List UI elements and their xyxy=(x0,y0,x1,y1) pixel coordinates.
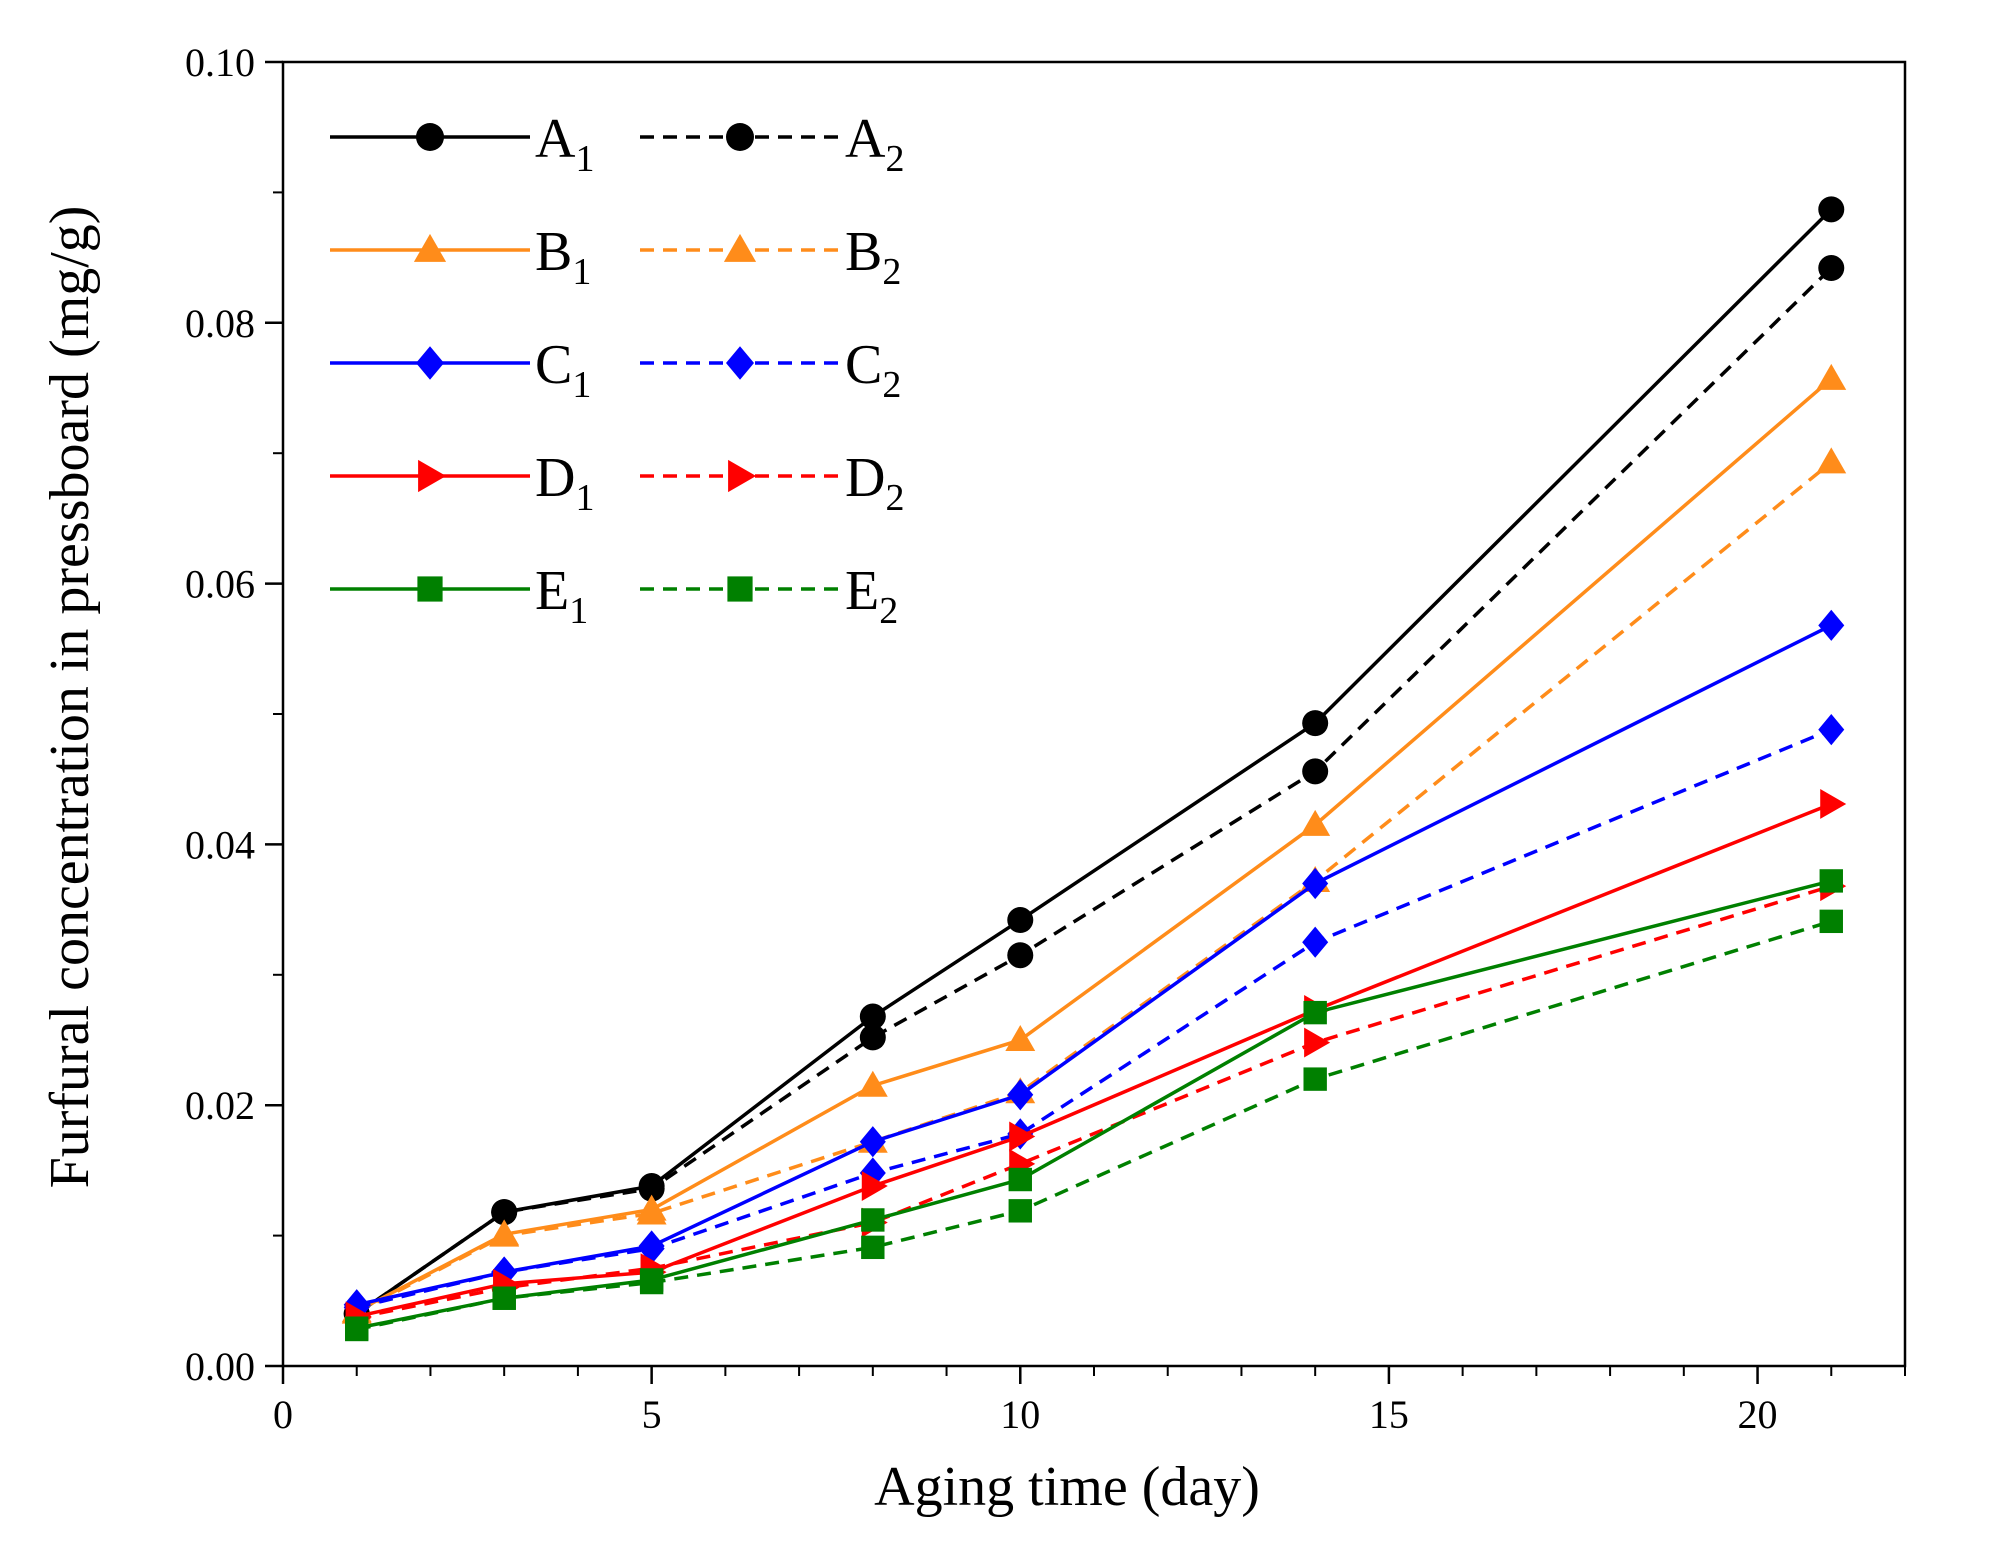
point-marker-square xyxy=(1303,1000,1327,1025)
legend-item-e1: E1 xyxy=(330,560,588,632)
point-marker-triangle xyxy=(1816,363,1847,390)
x-axis-title: Aging time (day) xyxy=(874,1456,1260,1518)
series-line-e2 xyxy=(356,919,1832,1332)
point-marker-triangle xyxy=(489,1220,520,1247)
point-marker-diamond xyxy=(1818,714,1845,746)
legend-item-a1: A1 xyxy=(330,108,594,180)
legend-label-b2: B2 xyxy=(845,221,901,293)
legend-item-a2: A2 xyxy=(640,108,904,180)
point-marker-triangle-right xyxy=(418,459,447,493)
series-line-d1 xyxy=(356,802,1832,1319)
legend-item-e2: E2 xyxy=(640,560,898,632)
series-line-d2 xyxy=(356,884,1832,1320)
y-tick-label: 0.10 xyxy=(185,40,255,85)
point-marker-triangle xyxy=(1300,809,1331,836)
point-marker-square xyxy=(345,1317,369,1342)
series-c1 xyxy=(343,609,1845,1321)
point-marker-circle xyxy=(1818,255,1845,282)
legend-item-b2: B2 xyxy=(640,221,901,293)
point-marker-triangle-right xyxy=(861,1171,888,1201)
legend-label-b1: B1 xyxy=(535,221,591,293)
legend-label-d1: D1 xyxy=(535,447,594,519)
legend-label-c1: C1 xyxy=(535,334,591,406)
point-marker-diamond xyxy=(1007,1079,1034,1111)
point-marker-square xyxy=(639,1270,664,1295)
point-marker-diamond xyxy=(1302,867,1329,900)
legend-label-e2: E2 xyxy=(845,560,898,632)
point-marker-triangle-right xyxy=(1820,789,1847,819)
y-tick-label: 0.06 xyxy=(185,562,255,607)
point-marker-triangle xyxy=(723,233,757,262)
point-marker-diamond xyxy=(726,346,754,380)
point-marker-triangle xyxy=(636,1198,667,1225)
point-marker-circle xyxy=(1302,758,1329,785)
series-a2 xyxy=(343,255,1845,1327)
legend-item-d2: D2 xyxy=(640,447,904,519)
x-tick-label: 5 xyxy=(642,1392,662,1437)
point-marker-square xyxy=(492,1286,516,1310)
legend-label-a2: A2 xyxy=(845,108,904,180)
plot-axes: 0 5 10 15 20 0.00 0.02 0.04 0.06 0.08 0.10 xyxy=(185,40,1907,1437)
point-marker-square xyxy=(1819,909,1843,934)
point-marker-diamond xyxy=(859,1126,886,1158)
x-tick-label: 0 xyxy=(273,1392,293,1437)
point-marker-diamond xyxy=(1818,609,1845,641)
point-marker-triangle-right xyxy=(1304,1027,1331,1058)
point-marker-circle xyxy=(1302,710,1329,737)
point-marker-triangle xyxy=(1816,447,1847,474)
point-marker-circle xyxy=(638,1175,665,1202)
series-d2 xyxy=(345,871,1847,1333)
plot-series xyxy=(341,196,1847,1342)
legend-label-c2: C2 xyxy=(845,334,901,406)
legend: A1 A2 B1 B2 C1 C2 D1 D2 E1 E2 xyxy=(330,108,904,632)
y-tick-label: 0.00 xyxy=(185,1344,255,1389)
plot-frame xyxy=(281,60,1907,1368)
point-marker-triangle xyxy=(413,233,447,262)
point-marker-triangle-right xyxy=(728,459,757,493)
point-marker-circle xyxy=(859,1003,886,1030)
series-line-a2 xyxy=(355,266,1833,1316)
point-marker-circle xyxy=(859,1024,886,1051)
legend-item-b1: B1 xyxy=(330,221,591,293)
x-tick-label: 15 xyxy=(1369,1392,1409,1437)
point-marker-circle xyxy=(1818,196,1845,223)
point-marker-diamond xyxy=(1302,926,1329,958)
y-tick-label: 0.08 xyxy=(185,301,255,346)
point-marker-square xyxy=(1819,869,1843,893)
point-marker-square xyxy=(727,576,753,602)
point-marker-square xyxy=(1008,1167,1032,1192)
legend-item-c2: C2 xyxy=(640,334,901,406)
y-tick-label: 0.04 xyxy=(185,822,255,867)
point-marker-triangle-right xyxy=(1009,1121,1036,1152)
y-axis-title: Furfural concentration in pressboard (mg… xyxy=(39,206,101,1189)
point-marker-circle xyxy=(1007,942,1034,969)
series-line-c1 xyxy=(356,623,1833,1307)
point-marker-square xyxy=(861,1208,885,1232)
point-marker-square xyxy=(417,576,443,602)
point-marker-square xyxy=(1303,1067,1327,1091)
point-marker-circle xyxy=(491,1199,518,1226)
point-marker-circle xyxy=(726,123,754,151)
y-tick-label: 0.02 xyxy=(185,1083,255,1128)
legend-item-d1: D1 xyxy=(330,447,594,519)
legend-item-c1: C1 xyxy=(330,334,591,406)
x-tick-label: 20 xyxy=(1738,1392,1778,1437)
x-tick-label: 10 xyxy=(1000,1392,1040,1437)
point-marker-circle xyxy=(416,123,444,151)
legend-label-e1: E1 xyxy=(535,560,588,632)
legend-label-d2: D2 xyxy=(845,447,904,519)
legend-label-a1: A1 xyxy=(535,108,594,180)
series-c2 xyxy=(343,714,1845,1323)
series-e2 xyxy=(345,909,1843,1342)
point-marker-triangle xyxy=(1005,1025,1036,1052)
point-marker-triangle xyxy=(857,1070,888,1097)
point-marker-square xyxy=(1008,1199,1032,1223)
point-marker-diamond xyxy=(416,346,444,380)
point-marker-circle xyxy=(1007,907,1034,934)
point-marker-square xyxy=(861,1235,885,1260)
